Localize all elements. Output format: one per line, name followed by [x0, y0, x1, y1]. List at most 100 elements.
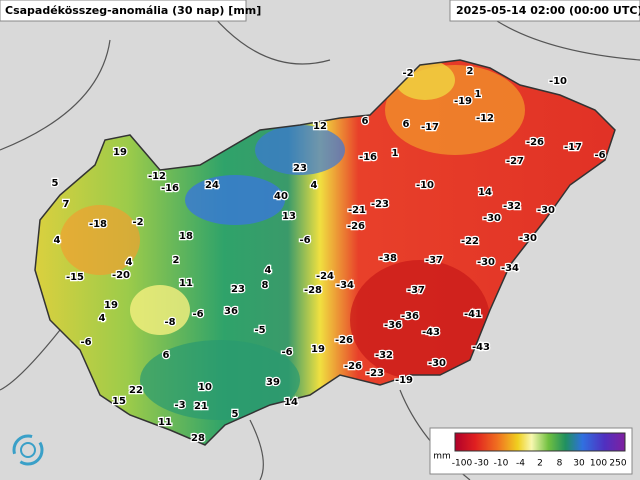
station-value: 4	[54, 235, 61, 246]
legend-tick-label: -10	[494, 459, 509, 469]
station-value: 22	[129, 385, 143, 396]
station-value: -10	[549, 76, 567, 87]
station-value: 14	[478, 187, 492, 198]
station-value: 15	[112, 396, 126, 407]
station-value: -27	[506, 156, 524, 167]
station-value: -22	[461, 236, 479, 247]
station-value: 2	[467, 66, 474, 77]
legend-tick-label: -4	[516, 459, 525, 469]
station-value: -6	[299, 235, 310, 246]
station-value: 28	[191, 433, 205, 444]
station-value: -12	[476, 113, 494, 124]
legend-tick-label: 2	[537, 459, 543, 469]
station-value: 6	[362, 116, 369, 127]
station-value: -18	[89, 219, 107, 230]
station-value: -38	[379, 253, 397, 264]
timestamp: 2025-05-14 02:00 (00:00 UTC)	[456, 4, 640, 17]
station-value: 19	[113, 147, 127, 158]
station-value: 11	[158, 417, 172, 428]
station-value: -23	[366, 368, 384, 379]
legend-unit: mm	[433, 452, 451, 462]
station-value: -17	[564, 142, 582, 153]
station-value: 14	[284, 397, 298, 408]
station-value: -6	[281, 347, 292, 358]
legend-tick-label: 250	[609, 459, 626, 469]
station-value: -36	[401, 311, 419, 322]
station-value: 8	[262, 280, 269, 291]
station-value: 4	[99, 313, 106, 324]
legend-tick-label: 100	[590, 459, 607, 469]
station-value: -2	[132, 217, 143, 228]
station-value: -36	[384, 320, 402, 331]
station-value: 5	[232, 409, 239, 420]
station-value: 36	[224, 306, 238, 317]
station-value: -37	[407, 285, 425, 296]
station-value: -34	[501, 263, 519, 274]
station-value: -6	[594, 150, 605, 161]
station-value: -34	[336, 280, 354, 291]
logo	[12, 434, 44, 466]
station-value: 19	[104, 300, 118, 311]
title: Csapadékösszeg-anomália (30 nap) [mm]	[5, 4, 261, 17]
station-value: 24	[205, 180, 219, 191]
station-value: -2	[402, 68, 413, 79]
station-value: 1	[392, 148, 399, 159]
station-value: -6	[192, 309, 203, 320]
station-value: -16	[161, 183, 179, 194]
station-value: 7	[63, 199, 70, 210]
station-value: 4	[265, 265, 272, 276]
station-value: -26	[347, 221, 365, 232]
station-value: -24	[316, 271, 334, 282]
station-value: 40	[274, 191, 288, 202]
station-value: -16	[359, 152, 377, 163]
station-value: -30	[428, 358, 446, 369]
station-value: -23	[371, 199, 389, 210]
station-value: -30	[519, 233, 537, 244]
station-value: -6	[80, 337, 91, 348]
colorbar	[454, 432, 626, 452]
station-value: -17	[421, 122, 439, 133]
station-value: -32	[375, 350, 393, 361]
station-value: -30	[483, 213, 501, 224]
station-value: -15	[66, 272, 84, 283]
station-value: -19	[395, 375, 413, 386]
station-value: -10	[416, 180, 434, 191]
station-value: 5	[52, 178, 59, 189]
station-value: -12	[148, 171, 166, 182]
station-value: -20	[112, 270, 130, 281]
station-value: -5	[254, 325, 265, 336]
title-box	[0, 0, 247, 22]
legend-tick-label: -30	[474, 459, 489, 469]
station-value: 39	[266, 377, 280, 388]
station-value: -8	[164, 317, 175, 328]
station-value: 6	[163, 350, 170, 361]
station-value: 12	[313, 121, 327, 132]
station-value: -43	[422, 327, 440, 338]
station-value: 23	[293, 163, 307, 174]
station-value: -43	[472, 342, 490, 353]
timestamp-box	[449, 0, 640, 22]
station-value: -21	[348, 205, 366, 216]
legend-tick-label: 30	[573, 459, 585, 469]
station-value: -28	[304, 285, 322, 296]
station-value: 4	[311, 180, 318, 191]
station-value: 10	[198, 382, 212, 393]
station-value: 11	[179, 278, 193, 289]
legend-tick-label: -100	[452, 459, 473, 469]
station-value: -30	[477, 257, 495, 268]
station-value: -26	[526, 137, 544, 148]
station-value: 1	[475, 89, 482, 100]
station-value: -3	[174, 400, 185, 411]
station-value: 19	[311, 344, 325, 355]
station-value: 23	[231, 284, 245, 295]
station-value: -41	[464, 309, 482, 320]
station-value: 13	[282, 211, 296, 222]
station-value: -37	[425, 255, 443, 266]
station-value: -32	[503, 201, 521, 212]
station-value: -26	[344, 361, 362, 372]
station-value: 21	[194, 401, 208, 412]
legend-tick-label: 8	[557, 459, 563, 469]
station-value: -26	[335, 335, 353, 346]
